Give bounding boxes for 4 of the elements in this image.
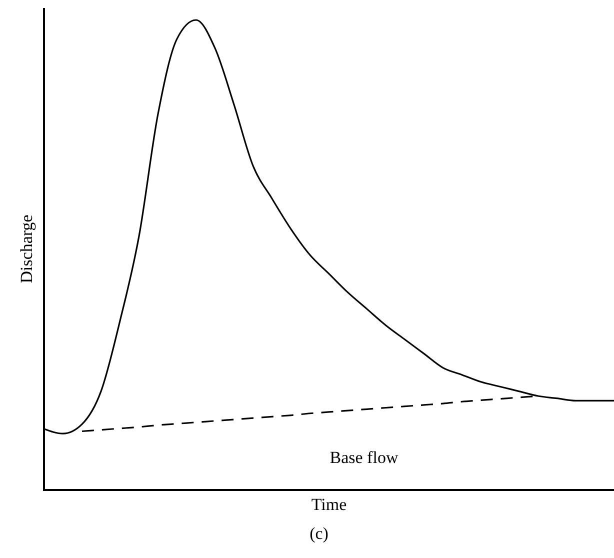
text: (c)	[310, 524, 328, 543]
x-axis-title: Time	[311, 495, 347, 514]
y-axis-title: Discharge	[17, 214, 36, 284]
annotation: Base flow	[330, 448, 399, 467]
